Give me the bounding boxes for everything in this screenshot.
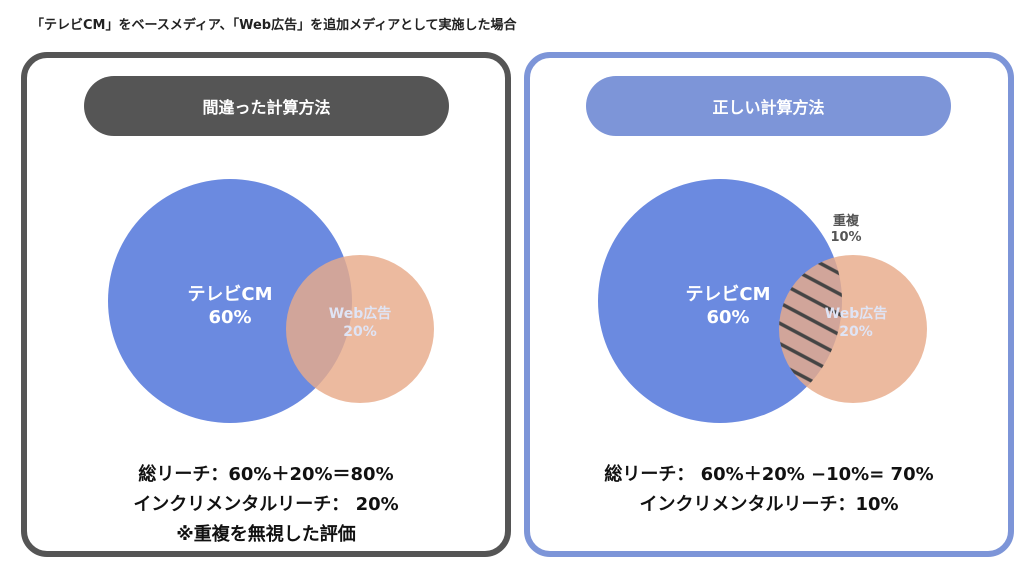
web-circle (286, 255, 434, 403)
overlap-hatch-region (779, 255, 842, 403)
tv-label-name: テレビCM (187, 284, 273, 305)
web-label: Web広告 20% (806, 306, 906, 341)
overlap-label-name: 重複 (832, 214, 859, 229)
tv-circle (598, 179, 842, 423)
correct-venn-diagram (598, 179, 927, 423)
web-label-value: 20% (839, 323, 873, 340)
wrong-method-header: 間違った計算方法 (84, 76, 449, 136)
incremental-reach-formula: インクリメンタルリーチ： 20% (133, 494, 399, 515)
total-reach-formula: 総リーチ： 60%＋20% −10%= 70% (604, 464, 934, 485)
total-reach-formula: 総リーチ：60%＋20%＝80% (138, 464, 394, 485)
overlap-label-value: 10% (830, 230, 862, 246)
tv-label: テレビCM 60% (170, 284, 290, 329)
tv-label-value: 60% (706, 306, 750, 328)
wrong-method-panel: 間違った計算方法 テレビCM 60% Web広告 20% 総リーチ：60%＋20… (21, 52, 511, 557)
page-title: 「テレビCM」をベースメディア、「Web広告」を追加メディアとして実施した場合 (31, 18, 517, 33)
tv-label-name: テレビCM (685, 284, 771, 305)
wrong-venn-diagram (108, 179, 434, 423)
web-label-value: 20% (343, 323, 377, 340)
note-text: ※重複を無視した評価 (176, 524, 356, 545)
tv-label-value: 60% (208, 306, 252, 328)
web-label-name: Web広告 (328, 306, 392, 322)
web-label: Web広告 20% (310, 306, 410, 341)
tv-circle (108, 179, 352, 423)
overlap-label: 重複 10% (816, 214, 876, 247)
incremental-reach-formula: インクリメンタルリーチ：10% (639, 494, 899, 515)
tv-label: テレビCM 60% (668, 284, 788, 329)
correct-method-panel: 正しい計算方法 重複 10% テレビCM 60% Web広告 20% 総リーチ：… (524, 52, 1014, 557)
web-label-name: Web広告 (824, 306, 888, 322)
correct-method-header: 正しい計算方法 (586, 76, 951, 136)
